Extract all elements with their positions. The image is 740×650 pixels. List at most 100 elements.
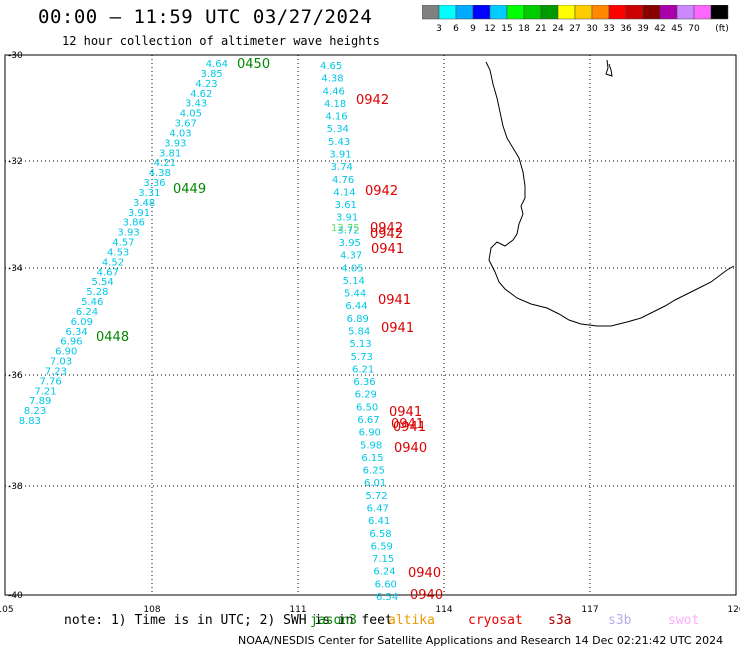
swh-value: 4.21 xyxy=(154,158,176,169)
swh-value: 6.90 xyxy=(359,428,381,439)
swh-value: 6.47 xyxy=(367,504,389,515)
pass-time: 0941 xyxy=(371,242,404,257)
swh-value: 3.91 xyxy=(336,213,358,224)
swh-value: 3.31 xyxy=(138,188,160,199)
swh-value: 4.76 xyxy=(332,175,354,186)
pass-time: 0940 xyxy=(394,441,427,456)
swh-value: 6.24 xyxy=(373,567,395,578)
lon-tick-label: 111 xyxy=(289,605,306,615)
colorbar-label: 36 xyxy=(620,24,632,34)
swh-value: 6.25 xyxy=(363,466,385,477)
swh-value: 6.90 xyxy=(55,347,77,358)
track-west: 4.643.854.234.623.434.053.674.033.933.81… xyxy=(19,57,270,427)
lat-tick-label: -36 xyxy=(8,371,23,381)
swh-value: 6.15 xyxy=(361,453,383,464)
swh-value: 5.44 xyxy=(344,289,366,300)
swh-value: 3.72 xyxy=(337,225,359,236)
swh-value: 3.61 xyxy=(335,200,357,211)
swh-value: 6.36 xyxy=(353,377,375,388)
swh-value: 3.74 xyxy=(331,162,353,173)
swh-value: 4.62 xyxy=(190,89,212,100)
swh-value: 4.57 xyxy=(112,238,134,249)
lon-tick-label: 114 xyxy=(435,605,452,615)
colorbar-label: 33 xyxy=(603,24,614,34)
swh-value: 5.98 xyxy=(360,440,382,451)
axis-labels: 105 108 111 114 117 120 -30 -32 -34 -36 -38 -40 xyxy=(0,51,740,615)
swh-value: 7.21 xyxy=(34,386,56,397)
wave-height-colorbar: 3 6 9 12 15 18 21 24 27 30 33 36 39 42 45 70 (ft) xyxy=(422,5,729,34)
swh-value: 3.67 xyxy=(175,119,197,130)
lat-lon-grid xyxy=(4,54,737,596)
swh-value: 3.91 xyxy=(329,150,351,161)
swh-value: 5.73 xyxy=(351,352,373,363)
swh-value: 4.52 xyxy=(102,257,124,268)
swh-value: 4.67 xyxy=(97,267,119,278)
footer-note: note: 1) Time is in UTC; 2) SWH is in fe… xyxy=(64,613,393,628)
satellite-jason3: jason3 xyxy=(310,613,357,628)
colorbar-label: 30 xyxy=(586,24,598,34)
swh-value: 7.15 xyxy=(372,554,394,565)
swh-value: 3.85 xyxy=(201,69,223,80)
island-outline xyxy=(605,59,613,77)
swh-value: 4.65 xyxy=(320,61,342,72)
swh-value: 5.84 xyxy=(348,327,370,338)
swh-value: 4.16 xyxy=(325,112,347,123)
pass-time: 0940 xyxy=(410,588,443,603)
swh-value: 4.05 xyxy=(341,263,363,274)
satellite-s3a: s3a xyxy=(548,613,572,628)
swh-value: 6.21 xyxy=(352,364,374,375)
swh-value: 5.14 xyxy=(343,276,365,287)
swh-value: 7.76 xyxy=(40,376,62,387)
lat-tick-label: -40 xyxy=(8,591,23,601)
lat-tick-label: -34 xyxy=(8,264,23,274)
pass-time: 0941 xyxy=(389,405,422,420)
swh-value: 4.23 xyxy=(195,79,217,90)
swh-value: 6.34 xyxy=(65,327,87,338)
swh-value: 4.37 xyxy=(340,251,362,262)
swh-value: 4.18 xyxy=(324,99,346,110)
swh-value: 3.93 xyxy=(117,228,139,239)
swh-value: 5.54 xyxy=(91,277,113,288)
colorbar-label: 12 xyxy=(484,24,495,34)
swh-value: 4.05 xyxy=(180,109,202,120)
swh-value: 3.48 xyxy=(133,198,155,209)
colorbar-label: 3 xyxy=(436,24,442,34)
pass-time: 0942 xyxy=(365,184,398,199)
pass-time: 0942 xyxy=(370,227,403,242)
pass-time: 0449 xyxy=(173,182,206,197)
lat-tick-label: -32 xyxy=(8,157,23,167)
satellite-cryosat: cryosat xyxy=(468,613,523,628)
swh-value: 3.93 xyxy=(164,138,186,149)
swh-value: 3.95 xyxy=(339,238,361,249)
satellite-swot: swot xyxy=(668,613,700,628)
colorbar-label: 6 xyxy=(453,24,459,34)
swh-value: 3.43 xyxy=(185,99,207,110)
colorbar-label: 24 xyxy=(552,24,564,34)
swh-value: 5.34 xyxy=(327,124,349,135)
colorbar-label: 45 xyxy=(671,24,682,34)
swh-value: 4.64 xyxy=(206,59,228,70)
colorbar-label: 42 xyxy=(654,24,665,34)
swh-value: 8.23 xyxy=(24,406,46,417)
colorbar-label: 9 xyxy=(470,24,476,34)
lat-tick-label: -38 xyxy=(8,482,23,492)
swh-value: 6.24 xyxy=(76,307,98,318)
lat-tick-label: -30 xyxy=(8,51,23,61)
swh-value: 6.41 xyxy=(368,516,390,527)
swh-value: 3.36 xyxy=(143,178,165,189)
map-frame xyxy=(4,54,737,596)
swh-value: 6.96 xyxy=(60,337,82,348)
swh-value: 6.67 xyxy=(357,415,379,426)
lon-tick-label: 120 xyxy=(727,605,740,615)
swh-value: 6.59 xyxy=(371,541,393,552)
swh-value: 3.86 xyxy=(123,218,145,229)
swh-value: 6.89 xyxy=(347,314,369,325)
colorbar-unit: (ft) xyxy=(715,24,729,34)
swh-value: 6.58 xyxy=(369,529,391,540)
swh-value: 6.01 xyxy=(364,478,386,489)
swh-value: 4.38 xyxy=(321,74,343,85)
pass-time: 0941 xyxy=(391,417,424,432)
credit-line: NOAA/NESDIS Center for Satellite Applica… xyxy=(238,634,724,647)
swh-value: 4.53 xyxy=(107,247,129,258)
